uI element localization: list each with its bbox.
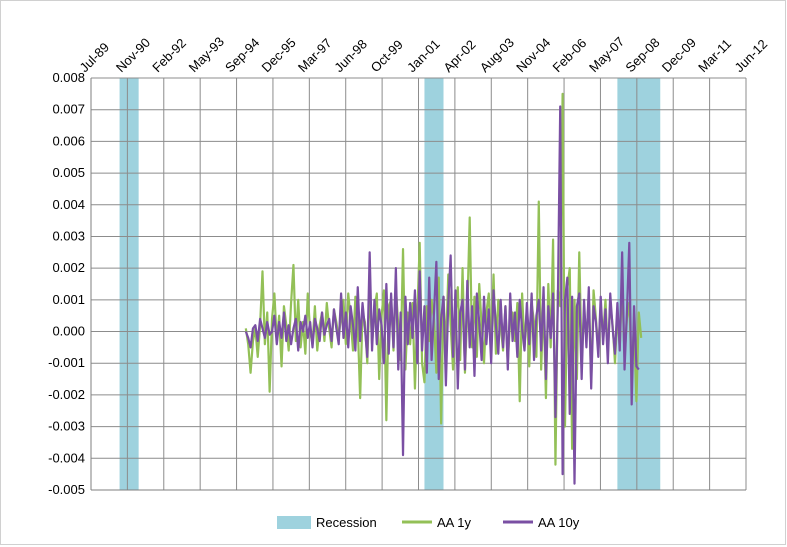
legend-label-recession: Recession: [316, 515, 377, 530]
y-tick-label: 0.001: [52, 292, 85, 307]
legend-label-aa-1y: AA 1y: [437, 515, 471, 530]
x-tick-label: Jul-89: [77, 39, 113, 75]
y-tick-label: -0.001: [48, 355, 85, 370]
legend: Recession AA 1y AA 10y: [277, 515, 580, 530]
series-lines: [244, 92, 643, 485]
axes: [90, 78, 746, 491]
x-tick-label: Jan-01: [404, 36, 443, 75]
y-tick-label: 0.000: [52, 324, 85, 339]
x-tick-label: Jun-98: [331, 36, 370, 75]
x-tick-label: Apr-02: [440, 37, 478, 75]
series-line-aa-1y: [244, 92, 643, 466]
legend-swatch-recession: [277, 516, 311, 529]
y-tick-label: 0.003: [52, 228, 85, 243]
x-tick-label: Sep-94: [222, 35, 262, 75]
recession-bands: [119, 78, 661, 490]
y-tick-label: 0.007: [52, 102, 85, 117]
x-tick-label: Mar-11: [695, 36, 734, 75]
x-tick-label: Aug-03: [477, 35, 517, 75]
y-tick-label: 0.008: [52, 70, 85, 85]
recession-band-1: [119, 78, 139, 490]
x-tick-label: Feb-92: [149, 35, 189, 75]
x-tick-label: Dec-09: [659, 35, 699, 75]
x-tick-label: May-07: [586, 34, 627, 75]
y-tick-label: 0.004: [52, 197, 85, 212]
x-tick-label: Feb-06: [550, 35, 590, 75]
y-tick-labels: 0.008 0.007 0.006 0.005 0.004 0.003 0.002 0.001…: [48, 70, 85, 497]
series-line-aa-10y: [244, 105, 640, 485]
y-tick-label: 0.005: [52, 165, 85, 180]
legend-label-aa-10y: AA 10y: [538, 515, 580, 530]
x-tick-label: Nov-04: [513, 35, 553, 75]
y-tick-label: -0.004: [48, 450, 85, 465]
x-tick-label: Mar-97: [295, 35, 335, 75]
x-tick-label: Dec-95: [258, 35, 298, 75]
y-tick-label: 0.002: [52, 260, 85, 275]
y-tick-label: 0.006: [52, 133, 85, 148]
x-tick-label: Nov-90: [113, 35, 153, 75]
y-tick-label: -0.002: [48, 387, 85, 402]
recession-band-3: [617, 78, 661, 490]
x-tick-label: May-93: [186, 34, 227, 75]
recession-band-2: [424, 78, 444, 490]
x-tick-labels: Jul-89 Nov-90Feb-92May-93Sep-94Dec-95Mar-…: [77, 34, 771, 75]
x-tick-label: Oct-99: [368, 37, 406, 75]
x-tick-label: Jun-12: [732, 36, 771, 75]
y-tick-label: -0.005: [48, 482, 85, 497]
x-tick-label: Sep-08: [622, 35, 662, 75]
y-tick-label: -0.003: [48, 419, 85, 434]
